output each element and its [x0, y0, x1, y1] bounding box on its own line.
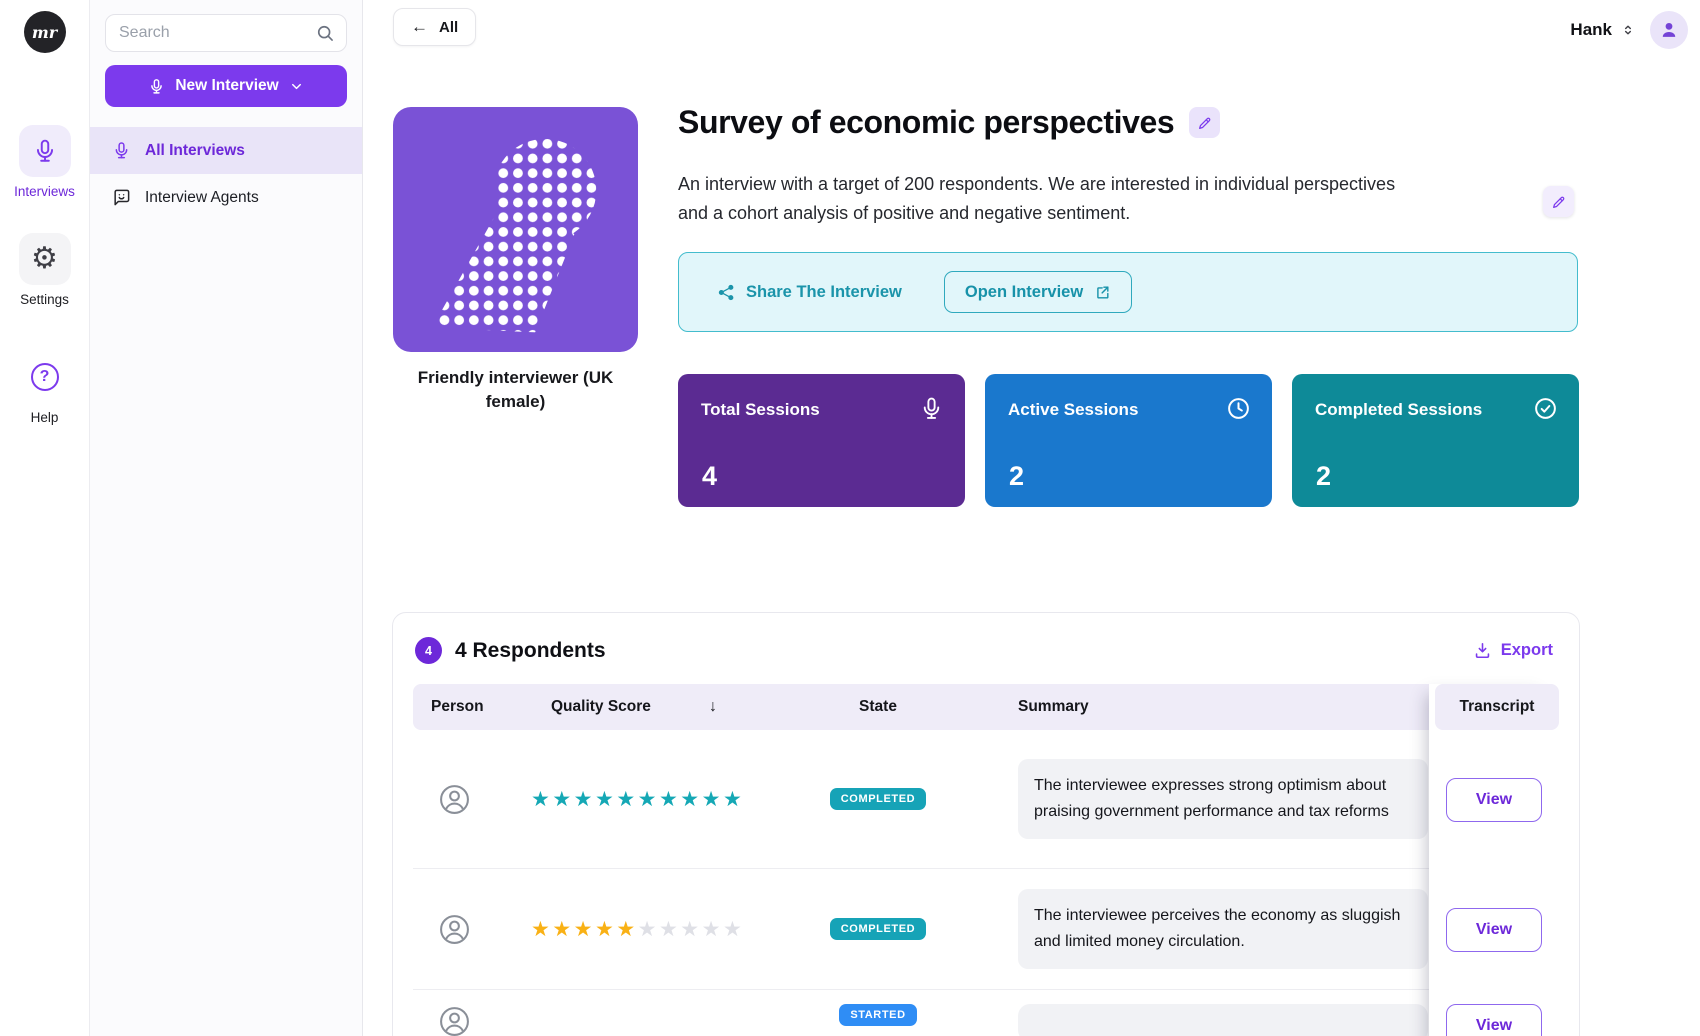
description-line: and a cohort analysis of positive and ne…	[678, 203, 1131, 223]
chat-bubble-icon	[112, 188, 131, 207]
respondents-panel: 4 4 Respondents Export Person Quality Sc…	[392, 612, 1580, 1036]
active-sessions-card: Active Sessions 2	[985, 374, 1272, 507]
back-label: All	[439, 18, 459, 36]
respondents-title: 4 Respondents	[455, 638, 606, 662]
respondents-table: Person Quality Score ↓ State Summary	[393, 684, 1579, 1036]
microphone-icon	[919, 396, 944, 421]
table-row: ★★★★★★★★★★ COMPLETED The interviewee per…	[413, 869, 1559, 990]
share-label: Share The Interview	[746, 282, 902, 301]
open-interview-button[interactable]: Open Interview	[943, 271, 1133, 313]
view-transcript-button[interactable]: View	[1446, 777, 1542, 822]
check-circle-icon	[1533, 396, 1558, 421]
status-badge: COMPLETED	[829, 918, 927, 940]
column-header-transcript: Transcript	[1435, 684, 1559, 730]
share-icon	[717, 283, 736, 302]
sort-desc-icon[interactable]: ↓	[708, 698, 717, 715]
quality-score-stars: ★★★★★★★★★★	[531, 917, 745, 941]
column-header-state: State	[859, 698, 897, 715]
interviewer-portrait-image	[393, 107, 638, 352]
rail-item-interviews[interactable]: Interviews	[14, 125, 75, 199]
table-header-row: Person Quality Score ↓ State Summary	[413, 684, 1559, 730]
edit-title-button[interactable]	[1189, 107, 1221, 138]
external-link-icon	[1094, 284, 1111, 301]
rail-item-settings[interactable]: ⚙ Settings	[18, 233, 71, 307]
open-label: Open Interview	[964, 282, 1084, 301]
column-header-person: Person	[431, 698, 484, 715]
session-stats: Total Sessions 4 Active Sessions 2	[678, 374, 1579, 507]
search-icon	[315, 23, 335, 43]
new-interview-label: New Interview	[175, 77, 279, 94]
stat-label: Total Sessions	[701, 400, 820, 419]
chevron-updown-icon	[1621, 22, 1635, 38]
user-circle-icon	[437, 1004, 523, 1036]
main-content: ← All Hank	[363, 0, 1700, 1036]
summary-empty-placeholder	[1018, 1004, 1428, 1036]
rail-label-settings: Settings	[20, 292, 69, 307]
left-rail: mr Interviews ⚙ Settings ? Help	[0, 0, 90, 1036]
column-header-quality-score[interactable]: Quality Score ↓	[551, 698, 717, 715]
rail-label-interviews: Interviews	[14, 184, 75, 199]
back-arrow-icon: ←	[411, 17, 428, 36]
sidebar-item-label: Interview Agents	[145, 188, 259, 206]
transcript-column: Transcript View View View	[1429, 684, 1559, 1036]
microphone-icon	[112, 141, 131, 160]
stat-label: Active Sessions	[1008, 400, 1139, 419]
app-logo[interactable]: mr	[23, 11, 66, 53]
user-circle-icon	[437, 912, 523, 947]
description-line: An interview with a target of 200 respon…	[678, 174, 1396, 194]
stat-label: Completed Sessions	[1315, 400, 1483, 419]
stat-value: 2	[1009, 461, 1025, 491]
user-circle-icon	[437, 782, 523, 817]
edit-description-button[interactable]	[1543, 186, 1574, 217]
completed-sessions-card: Completed Sessions 2	[1292, 374, 1579, 507]
sidebar-menu: All Interviews Interview Agents	[90, 127, 362, 221]
chevron-down-icon	[289, 79, 304, 94]
status-badge: STARTED	[839, 1004, 917, 1026]
search-input[interactable]	[105, 14, 347, 52]
pencil-icon	[1551, 194, 1567, 210]
sidebar-item-interview-agents[interactable]: Interview Agents	[90, 174, 362, 221]
sidebar: New Interview All Interviews	[90, 0, 363, 1036]
search-box	[105, 14, 347, 52]
sidebar-item-label: All Interviews	[145, 141, 245, 159]
view-transcript-button[interactable]: View	[1446, 1004, 1542, 1036]
export-label: Export	[1500, 641, 1553, 659]
summary-text: The interviewee expresses strong optimis…	[1018, 759, 1428, 839]
user-name: Hank	[1570, 20, 1612, 39]
quality-score-stars: ★★★★★★★★★★	[531, 787, 745, 811]
view-transcript-button[interactable]: View	[1446, 907, 1542, 952]
page-title: Survey of economic perspectives	[678, 104, 1175, 140]
logo-monogram: mr	[31, 22, 58, 42]
interviewer-caption: Friendly interviewer (UK female)	[417, 368, 614, 411]
export-button[interactable]: Export	[1473, 641, 1553, 660]
rail-label-help: Help	[30, 410, 59, 425]
stat-value: 4	[702, 461, 718, 491]
microphone-icon	[148, 78, 165, 95]
sidebar-item-all-interviews[interactable]: All Interviews	[90, 127, 362, 174]
status-badge: COMPLETED	[829, 788, 927, 810]
respondent-count-badge: 4	[415, 637, 442, 664]
column-header-summary: Summary	[1018, 698, 1089, 715]
user-menu[interactable]: Hank	[1570, 11, 1688, 49]
rail-item-help[interactable]: ? Help	[19, 351, 71, 425]
microphone-icon	[18, 125, 71, 177]
download-icon	[1473, 641, 1492, 660]
user-avatar[interactable]	[1650, 11, 1688, 49]
share-interview-link[interactable]: Share The Interview	[717, 283, 902, 302]
question-icon: ?	[19, 351, 71, 403]
new-interview-button[interactable]: New Interview	[105, 65, 347, 107]
total-sessions-card: Total Sessions 4	[678, 374, 965, 507]
back-button[interactable]: ← All	[393, 8, 477, 46]
pencil-icon	[1197, 115, 1213, 131]
table-row: STARTED	[413, 990, 1559, 1036]
summary-text: The interviewee perceives the economy as…	[1018, 889, 1428, 969]
stat-value: 2	[1316, 461, 1332, 491]
share-panel: Share The Interview Open Interview	[678, 252, 1578, 332]
gear-icon: ⚙	[18, 233, 71, 285]
clock-icon	[1226, 396, 1251, 421]
table-row: ★★★★★★★★★★ COMPLETED The interviewee exp…	[413, 730, 1559, 869]
interview-description: An interview with a target of 200 respon…	[678, 170, 1518, 228]
